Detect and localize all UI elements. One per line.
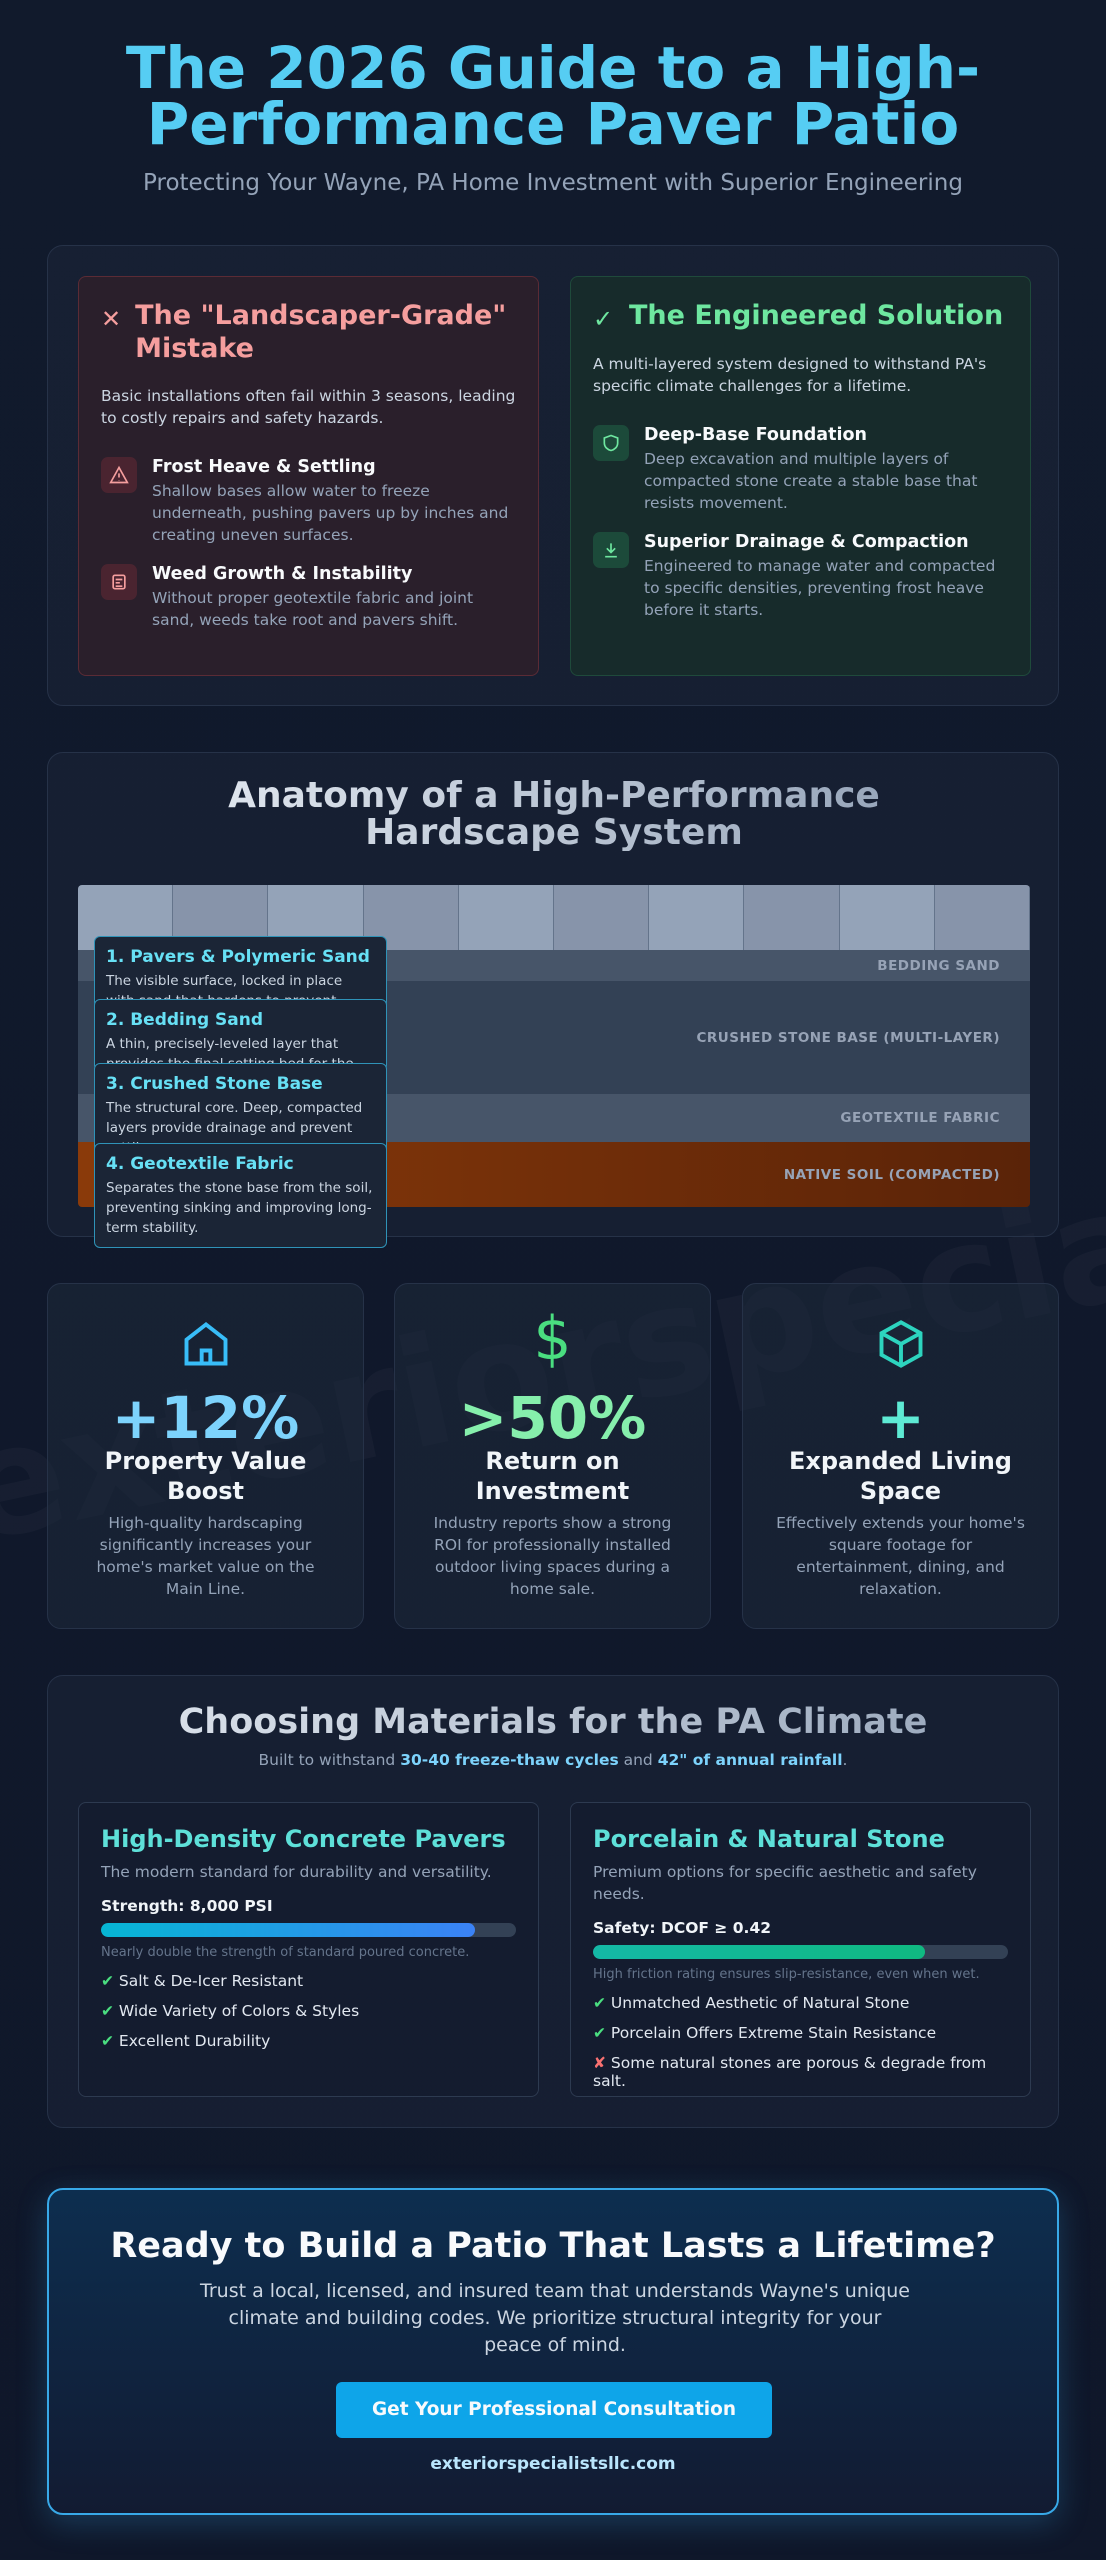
card-title: The Engineered Solution [629,300,1004,331]
paver-tile [649,885,745,950]
card-desc: The modern standard for durability and v… [101,1863,492,1881]
item-title: Deep-Base Foundation [644,425,867,445]
paver-tile [554,885,650,950]
check-icon: ✔ [101,2002,119,2020]
callout-title: 2. Bedding Sand [106,1010,264,1030]
materials-section: Choosing Materials for the PA Climate Bu… [47,1675,1059,2128]
callout: 1. Pavers & Polymeric Sand The visible su… [94,936,387,1008]
item-title: Frost Heave & Settling [152,457,376,477]
cta-section: Ready to Build a Patio That Lasts a Life… [47,2188,1059,2515]
callout: 4. Geotextile Fabric Separates the stone … [94,1143,387,1248]
stat-text: High-quality hardscaping significantly i… [96,1514,315,1598]
feature-text: Excellent Durability [118,2032,271,2050]
section-title: Anatomy of a High-Performance Hardscape … [188,777,920,851]
card-intro: Basic installations often fail within 3 … [101,387,516,427]
stat-card: $ >50% Return on Investment Industry rep… [394,1283,711,1629]
anatomy-section: Anatomy of a High-Performance Hardscape … [47,752,1059,1248]
metric-bar [101,1923,475,1937]
material-card: High-Density Concrete Pavers The modern s… [78,1802,539,2097]
feature-item: ✔ Salt & De-Icer Resistant [101,1972,516,1990]
check-icon: ✔ [593,1994,611,2012]
website-link: exteriorspecialistsllc.com [430,2454,676,2474]
feature-item: ✔ Porcelain Offers Extreme Stain Resista… [593,2024,1008,2042]
callout: 3. Crushed Stone Base The structural core… [94,1063,387,1155]
feature-item: ✔ Unmatched Aesthetic of Natural Stone [593,1994,1008,2012]
text: Built to withstand [258,1751,401,1769]
section-subtitle: Built to withstand 30-40 freeze-thaw cyc… [48,1751,1058,1769]
stat-text: Industry reports show a strong ROI for p… [433,1514,672,1598]
callout: 2. Bedding Sand A thin, precisely-leveled… [94,999,387,1071]
stat-title: Expanded Living Space [789,1447,1012,1505]
card-desc: Premium options for specific aesthetic a… [593,1863,977,1903]
metric-label: Strength: 8,000 PSI [101,1897,273,1915]
page-title: The 2026 Guide to a High-Performance Pav… [125,34,981,158]
paver-tile [458,885,555,950]
material-card: Porcelain & Natural Stone Premium options… [570,1802,1031,2097]
stat-value: >50% [458,1384,647,1452]
text: . [842,1751,848,1769]
comparison-section: ✕ The "Landscaper-Grade" Mistake Basic in… [47,245,1059,706]
paver-tile [934,885,1030,950]
stat-card: + Expanded Living Space Effectively exte… [742,1283,1059,1629]
check-icon: ✔ [101,1972,119,1990]
stat-value: +12% [111,1384,300,1452]
feature-text: Salt & De-Icer Resistant [118,1972,304,1990]
card-intro: A multi-layered system designed to withs… [593,355,987,395]
metric-track [593,1945,1008,1959]
callout-title: 3. Crushed Stone Base [106,1074,323,1094]
item-text: Shallow bases allow water to freeze unde… [152,482,509,544]
callout-title: 4. Geotextile Fabric [106,1154,294,1174]
cross-icon: ✘ [593,2054,611,2072]
stat-text: Effectively extends your home's square f… [776,1514,1025,1598]
subtitle: Protecting Your Wayne, PA Home Investmen… [143,170,963,196]
metric-track [101,1923,516,1937]
feature-item: ✘ Some natural stones are porous & degra… [593,2054,1008,2090]
stat-card: +12% Property Value Boost High-quality h… [47,1283,364,1629]
feature-text: Some natural stones are porous & degrade… [593,2054,987,2090]
metric-bar [593,1945,925,1959]
item-title: Weed Growth & Instability [152,564,413,584]
stat-value: + [876,1384,925,1452]
callout-title: 1. Pavers & Polymeric Sand [106,947,370,967]
metric-note: Nearly double the strength of standard p… [101,1945,470,1960]
cta-title: Ready to Build a Patio That Lasts a Life… [110,2226,996,2266]
check-icon: ✔ [101,2032,119,2050]
cta-text: Trust a local, licensed, and insured tea… [200,2280,910,2356]
paver-layer [78,885,1030,950]
paver-tile [839,885,935,950]
feature-text: Wide Variety of Colors & Styles [118,2002,360,2020]
highlight: 42" of annual rainfall [657,1751,843,1769]
feature-item: ✔ Excellent Durability [101,2032,516,2050]
card-title: High-Density Concrete Pavers [101,1825,506,1853]
callout-text: Separates the stone base from the soil, … [106,1180,373,1236]
stat-title: Return on Investment [475,1447,630,1505]
item-text: Engineered to manage water and compacted… [644,557,996,619]
stat-title: Property Value Boost [104,1447,307,1505]
solution-card: ✓ The Engineered Solution A multi-layered… [570,276,1031,676]
card-title: Porcelain & Natural Stone [593,1825,945,1853]
check-icon: ✔ [593,2024,611,2042]
feature-item: ✔ Wide Variety of Colors & Styles [101,2002,516,2020]
paver-tile [744,885,840,950]
metric-note: High friction rating ensures slip-resist… [593,1967,980,1982]
highlight: 30-40 freeze-thaw cycles [400,1751,619,1769]
feature-text: Porcelain Offers Extreme Stain Resistanc… [610,2024,937,2042]
text: and [618,1751,658,1769]
card-title: The "Landscaper-Grade" Mistake [135,300,507,364]
metric-label: Safety: DCOF ≥ 0.42 [593,1919,772,1937]
item-text: Without proper geotextile fabric and joi… [152,589,474,629]
mistake-card: ✕ The "Landscaper-Grade" Mistake Basic in… [78,276,539,676]
cta-button[interactable]: Get Your Professional Consultation [336,2382,772,2438]
item-title: Superior Drainage & Compaction [644,532,969,552]
item-text: Deep excavation and multiple layers of c… [644,450,978,512]
section-title: Choosing Materials for the PA Climate [48,1702,1058,1742]
feature-text: Unmatched Aesthetic of Natural Stone [610,1994,910,2012]
